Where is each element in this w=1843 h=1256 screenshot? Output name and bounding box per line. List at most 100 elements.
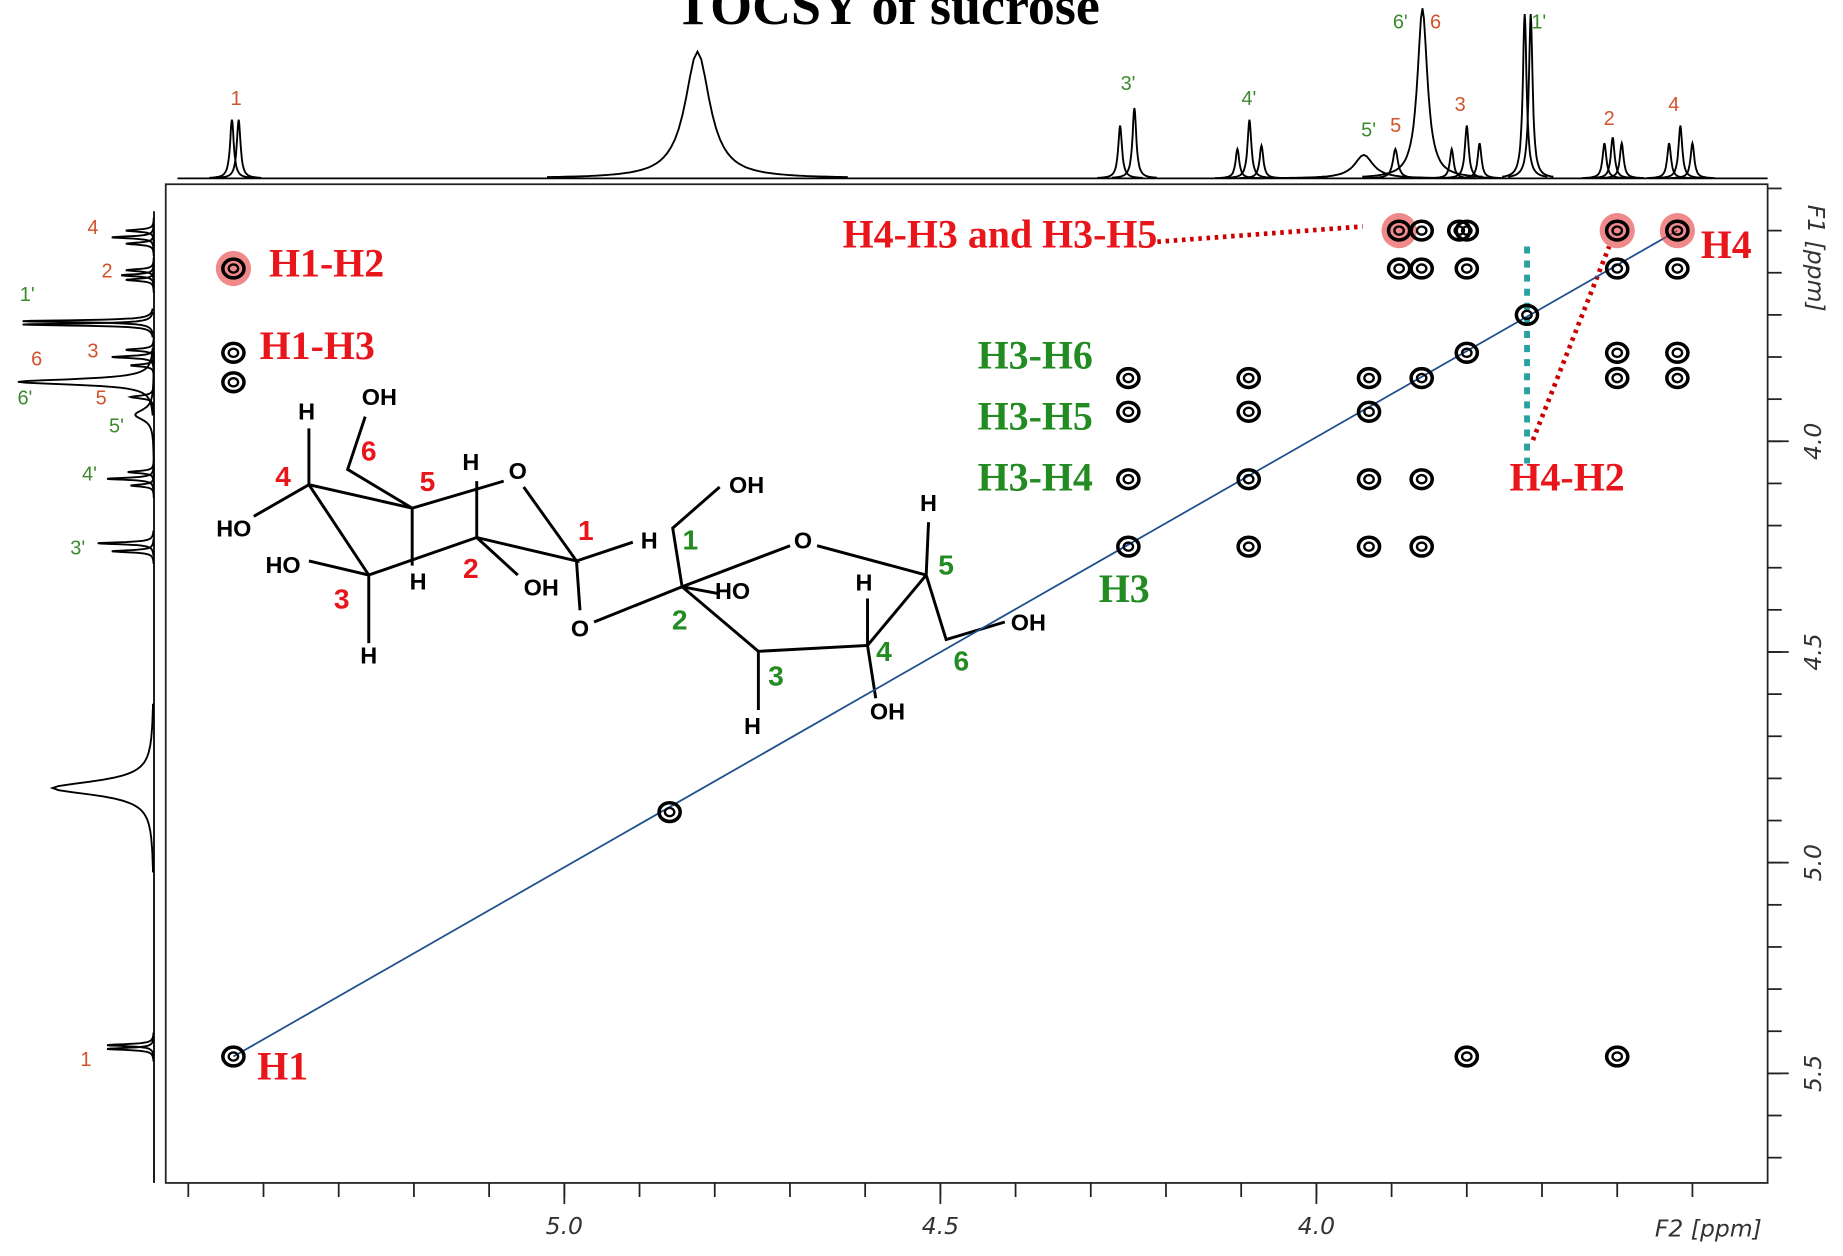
highlight xyxy=(1659,212,1695,249)
cross-peak-core xyxy=(1611,347,1624,359)
highlight xyxy=(1381,212,1417,249)
cross-peak-core xyxy=(227,1051,240,1062)
structure-label: 2 xyxy=(672,604,688,635)
cross-peak-core xyxy=(1671,347,1684,359)
chart-title: TOCSY of sucrose xyxy=(675,0,1100,36)
top-projection-peak xyxy=(1669,139,1715,179)
annotation: H3-H6 xyxy=(978,332,1093,377)
annotation: H1-H2 xyxy=(269,241,384,286)
cross-peak-core xyxy=(227,377,240,388)
structure-label: OH xyxy=(1011,610,1046,636)
annotation: H4 xyxy=(1701,222,1752,267)
left-peak-label: 3' xyxy=(70,537,85,559)
cross-peak xyxy=(1236,535,1262,558)
left-projection-peak xyxy=(111,224,155,250)
top-peak-label: 6 xyxy=(1430,12,1441,34)
cross-peak xyxy=(1604,257,1630,280)
top-peak-label: 3 xyxy=(1455,94,1466,116)
cross-peak-core xyxy=(227,347,240,359)
top-projection-peak xyxy=(1097,125,1143,179)
diagonal xyxy=(232,229,1678,1058)
top-projection-peak xyxy=(1599,139,1645,179)
cross-peak xyxy=(1409,257,1435,280)
cross-peak-core xyxy=(1671,372,1684,384)
cross-peak xyxy=(1604,341,1630,364)
structure-label: OH xyxy=(524,574,559,600)
structure-label: 1 xyxy=(578,515,594,546)
cross-peak-core xyxy=(1122,473,1135,485)
structure-label: OH xyxy=(870,699,905,725)
top-projection-peak xyxy=(1646,142,1692,179)
top-projection-peak xyxy=(216,119,262,179)
top-projection-peak xyxy=(1507,14,1554,178)
cross-peak-core xyxy=(1415,541,1428,552)
cross-peak xyxy=(221,1045,246,1068)
plot-frame xyxy=(164,183,1769,1184)
left-projection-peak xyxy=(111,344,155,370)
cross-peak-core xyxy=(1611,225,1624,236)
structure-label: O xyxy=(509,458,527,484)
cross-peak xyxy=(1446,219,1472,242)
cross-peak xyxy=(1116,400,1141,423)
cross-peak xyxy=(1116,535,1141,558)
cross-peak-core xyxy=(1521,309,1533,321)
structure-label: H xyxy=(920,490,937,516)
annotation: H4-H2 xyxy=(1509,454,1624,499)
cross-peak-core xyxy=(1460,347,1473,359)
cross-peak xyxy=(1604,366,1630,390)
annotation: H3 xyxy=(1099,566,1150,611)
cross-peak xyxy=(1116,366,1141,390)
cross-peak xyxy=(1236,400,1262,423)
top-projection-peak xyxy=(1501,14,1548,178)
structure-label: H xyxy=(410,568,427,594)
cross-peak-core xyxy=(1611,263,1624,274)
cross-peak-core xyxy=(1415,473,1428,485)
cross-peak xyxy=(221,371,246,394)
structure-label: H xyxy=(298,398,315,424)
cross-peak-core xyxy=(1393,263,1405,274)
cross-peak xyxy=(1409,219,1435,242)
cross-peak xyxy=(1409,366,1435,390)
cross-peak-core xyxy=(1242,406,1255,418)
cross-peak-core xyxy=(1460,263,1473,274)
y-tick-label: 5.0 xyxy=(1799,844,1827,881)
cross-peak xyxy=(221,341,246,364)
annotation: H3-H5 xyxy=(978,393,1093,438)
cross-peak xyxy=(1409,468,1435,491)
cross-peak-core xyxy=(1122,541,1135,552)
left-peak-label: 4' xyxy=(82,464,97,486)
left-projection-peak xyxy=(127,380,155,414)
top-projection-peak xyxy=(1456,142,1503,179)
top-peak-label: 6' xyxy=(1393,12,1408,34)
cross-peak-core xyxy=(1415,263,1428,274)
left-projection-peak xyxy=(111,538,155,564)
left-peak-label: 2 xyxy=(102,261,113,283)
cross-peak-core xyxy=(1363,473,1375,485)
x-tick-label: 5.0 xyxy=(546,1212,583,1240)
cross-peak xyxy=(1604,219,1630,242)
structure-label: 4 xyxy=(275,461,291,492)
structure-label: O xyxy=(571,615,589,641)
cross-peak-core xyxy=(663,806,676,818)
structure-label: H xyxy=(641,527,658,553)
cross-peak xyxy=(1454,341,1480,364)
cross-peak xyxy=(1454,1045,1480,1068)
structure-label: 4 xyxy=(876,636,892,667)
cross-peak-core xyxy=(1363,372,1375,384)
cross-peak-core xyxy=(227,263,240,274)
cross-peak-core xyxy=(1393,225,1405,236)
left-peak-label: 1 xyxy=(80,1049,91,1071)
cross-peak xyxy=(657,800,682,824)
cross-peak-core xyxy=(1460,1051,1473,1062)
cross-peak xyxy=(1236,366,1262,390)
top-projection-peak xyxy=(1226,119,1273,179)
cross-peak-core xyxy=(1242,473,1255,485)
cross-peak xyxy=(1356,366,1382,390)
top-projection-peak xyxy=(547,49,848,179)
y-tick-label: 5.5 xyxy=(1799,1055,1827,1092)
structure-label: 3 xyxy=(768,661,784,692)
left-projection-peak xyxy=(125,337,155,363)
structure-label: 6 xyxy=(954,645,970,676)
cross-peak xyxy=(1356,468,1382,491)
